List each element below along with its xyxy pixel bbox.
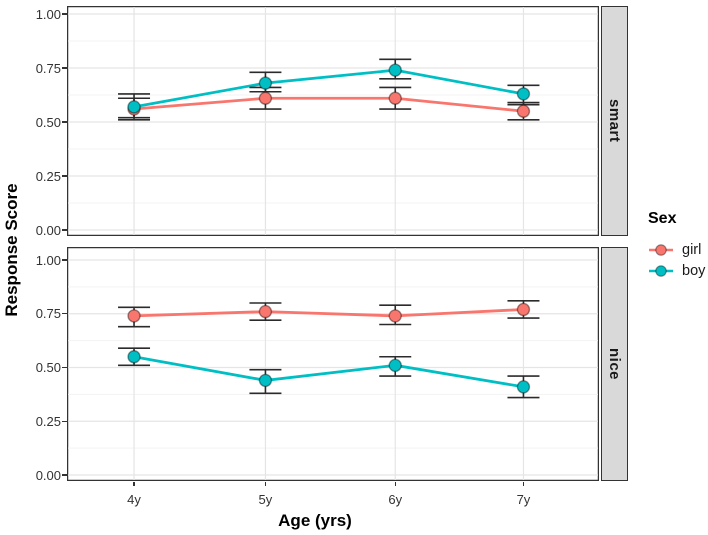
facet-label-nice: nice xyxy=(606,347,623,380)
legend-title: Sex xyxy=(648,210,677,227)
legend-entry-boy: boy xyxy=(648,261,705,281)
legend-key-boy-icon xyxy=(649,265,673,277)
facet-panel-smart xyxy=(67,6,599,236)
data-point-boy xyxy=(258,76,273,90)
data-point-girl xyxy=(258,304,273,319)
facet-panel-nice xyxy=(67,247,599,481)
legend-key-point xyxy=(655,265,667,277)
y-tick-mark xyxy=(62,67,67,69)
y-tick-mark xyxy=(62,420,67,422)
y-tick-label: 0.25 xyxy=(35,413,61,429)
data-point-boy xyxy=(388,358,402,373)
y-tick-mark xyxy=(62,366,67,369)
x-axis-title: Age (yrs) xyxy=(278,511,352,530)
x-tick-mark xyxy=(522,481,525,486)
data-point-boy xyxy=(516,380,531,394)
data-point-boy xyxy=(516,87,531,101)
data-point-girl xyxy=(388,91,402,105)
data-point-boy xyxy=(258,373,273,388)
panel-background xyxy=(67,247,599,481)
data-point-girl xyxy=(516,302,531,317)
y-tick-label: 0.25 xyxy=(35,168,61,184)
series-line-girl xyxy=(132,308,525,318)
data-point-boy xyxy=(127,350,141,364)
y-tick-label: 1.00 xyxy=(35,252,61,268)
y-tick-mark xyxy=(62,229,67,231)
x-tick-label: 4y xyxy=(127,492,141,507)
x-tick-mark xyxy=(264,481,267,486)
x-tick-mark xyxy=(394,481,396,486)
series-line-girl xyxy=(132,96,525,113)
data-point-boy xyxy=(388,63,402,77)
facet-label-smart: smart xyxy=(606,99,623,143)
legend-key-point xyxy=(655,244,667,256)
y-tick-label: 0.75 xyxy=(35,60,61,76)
data-point-girl xyxy=(127,309,141,323)
panel-background xyxy=(67,6,599,236)
y-tick-label: 0.00 xyxy=(35,222,61,238)
legend-entry-girl: girl xyxy=(648,240,705,260)
legend-label-boy: boy xyxy=(682,263,706,279)
facet-strip-smart: smart xyxy=(601,6,628,236)
x-tick-label: 7y xyxy=(516,492,531,507)
y-tick-label: 0.50 xyxy=(35,114,61,130)
facet-strip-nice: nice xyxy=(601,247,628,481)
x-tick-mark xyxy=(133,481,135,486)
data-point-girl xyxy=(516,104,531,118)
y-tick-mark xyxy=(62,175,67,177)
y-tick-mark xyxy=(62,13,67,15)
legend: Sex girl boy xyxy=(648,210,705,282)
y-tick-mark xyxy=(62,259,67,261)
y-tick-label: 0.75 xyxy=(35,306,61,322)
x-tick-label: 6y xyxy=(388,492,403,507)
y-tick-label: 0.00 xyxy=(35,467,61,483)
data-point-girl xyxy=(388,309,402,323)
legend-label-girl: girl xyxy=(682,242,702,258)
series-line-boy xyxy=(132,355,525,389)
data-point-boy xyxy=(127,100,141,114)
y-tick-mark xyxy=(62,313,67,315)
data-point-girl xyxy=(258,91,273,105)
series-line-boy xyxy=(132,68,525,109)
y-tick-mark xyxy=(62,474,67,476)
y-tick-mark xyxy=(62,121,67,123)
legend-key-girl-icon xyxy=(649,244,673,256)
y-tick-label: 0.50 xyxy=(35,360,61,375)
x-tick-label: 5y xyxy=(258,492,273,507)
y-tick-label: 1.00 xyxy=(35,6,61,22)
